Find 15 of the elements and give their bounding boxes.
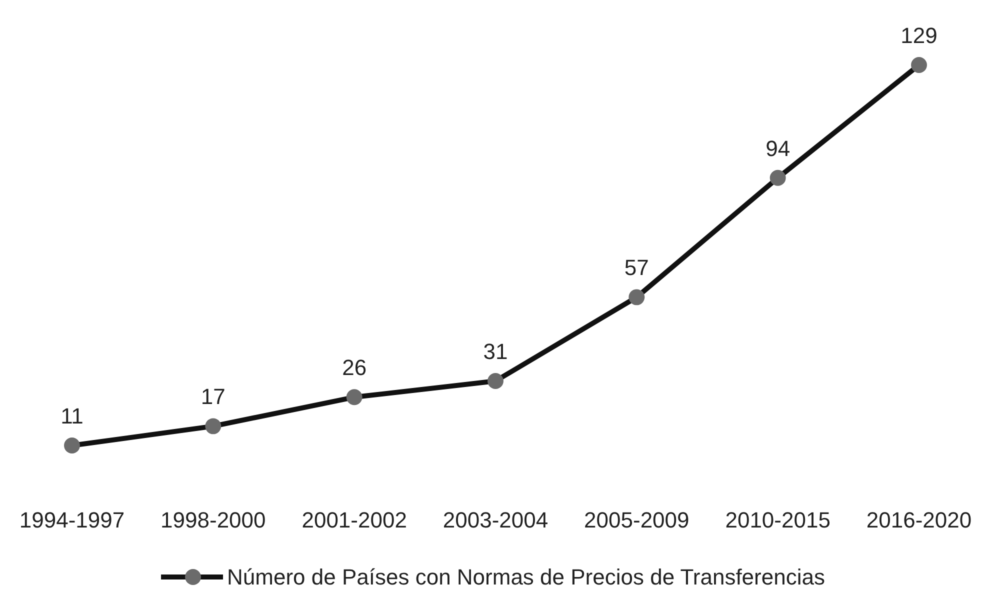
data-label: 17 [200, 384, 226, 410]
x-tick-label: 1998-2000 [160, 508, 266, 533]
data-label: 31 [483, 339, 508, 364]
data-label: 11 [60, 404, 84, 429]
data-label: 57 [624, 255, 649, 280]
x-tick-label: 1994-1997 [19, 508, 125, 533]
data-label: 129 [900, 23, 938, 48]
data-label: 94 [766, 136, 790, 161]
x-tick-label: 2003-2004 [442, 508, 548, 533]
x-tick-label: 2010-2015 [725, 508, 830, 533]
data-label: 26 [342, 355, 367, 380]
legend-label: Número de Países con Normas de Precios de Transferencias [227, 564, 825, 590]
x-tick-label: 2005-2009 [584, 508, 690, 533]
x-tick-label: 2016-2020 [866, 508, 972, 533]
x-tick-label: 2001-2002 [302, 508, 407, 533]
